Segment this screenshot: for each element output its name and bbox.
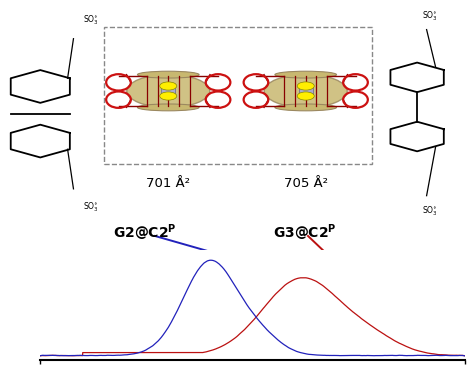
Text: SO$_3^{\circ}$: SO$_3^{\circ}$ [83, 200, 99, 214]
Ellipse shape [275, 71, 337, 78]
Circle shape [160, 82, 177, 90]
Circle shape [297, 92, 314, 100]
Circle shape [297, 82, 314, 90]
Text: $\bf{G2@C2}^{\bf{P}}$: $\bf{G2@C2}^{\bf{P}}$ [113, 222, 177, 243]
Text: SO$_3^{\circ}$: SO$_3^{\circ}$ [83, 14, 99, 27]
Text: 701 Å²: 701 Å² [146, 178, 190, 190]
Bar [161, 86, 175, 97]
Ellipse shape [264, 75, 347, 108]
Bar [299, 86, 313, 97]
Ellipse shape [137, 104, 199, 111]
Ellipse shape [275, 104, 337, 111]
Circle shape [160, 92, 177, 100]
Text: 705 Å²: 705 Å² [284, 178, 328, 190]
Text: SO$_3^{\circ}$: SO$_3^{\circ}$ [422, 205, 438, 218]
Ellipse shape [137, 71, 199, 78]
Ellipse shape [127, 75, 210, 108]
Text: $\bf{G3@C2}^{\bf{P}}$: $\bf{G3@C2}^{\bf{P}}$ [273, 222, 337, 243]
Text: SO$_3^{\circ}$: SO$_3^{\circ}$ [422, 9, 438, 23]
